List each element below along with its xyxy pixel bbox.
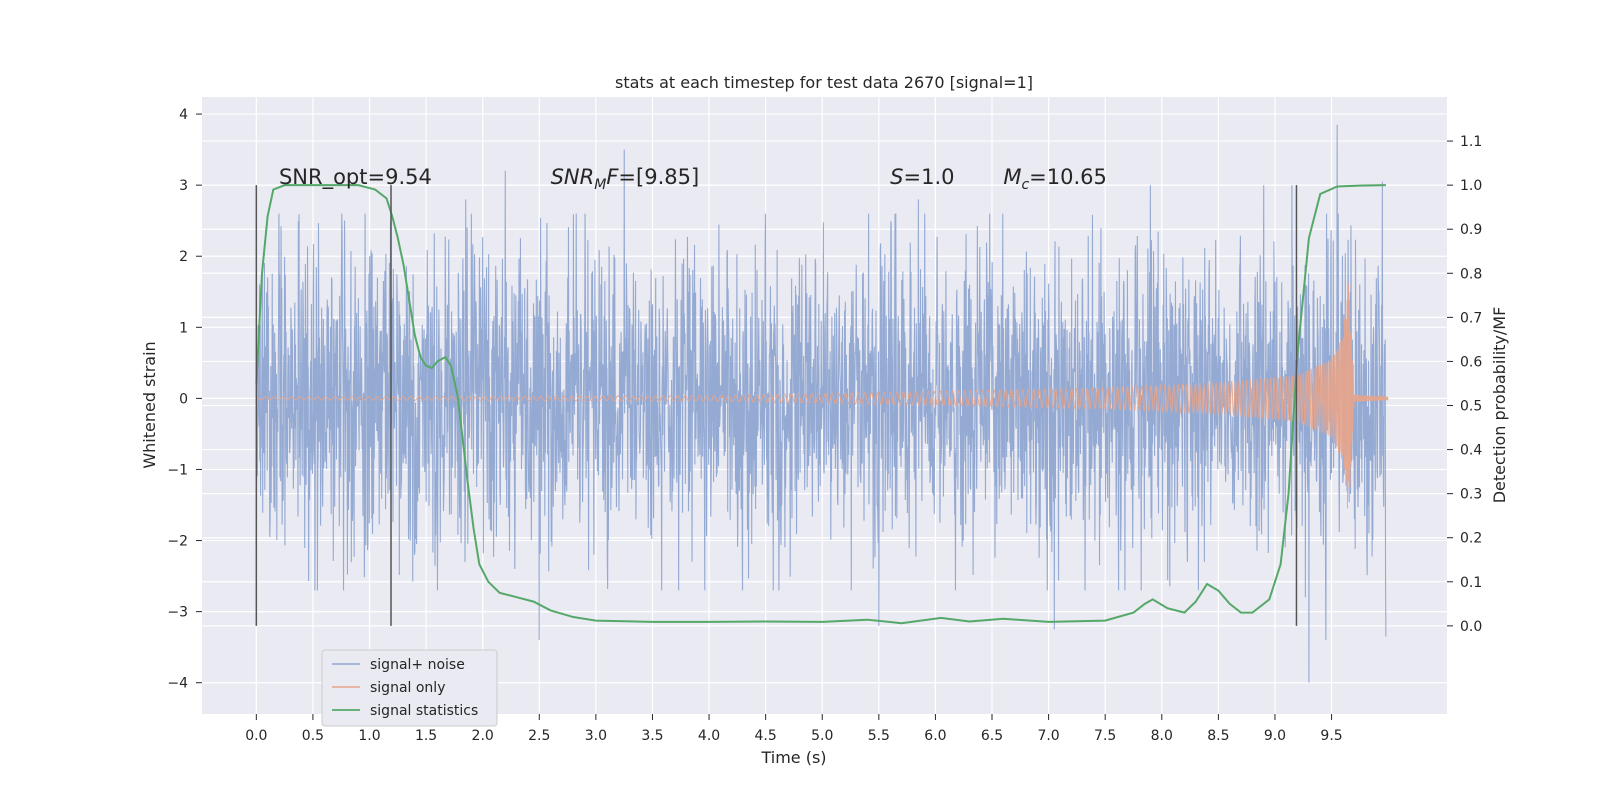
y-left-tick-label: −1	[167, 462, 188, 478]
x-axis-label: Time (s)	[760, 748, 826, 767]
y-right-tick-label: 0.0	[1460, 619, 1482, 635]
legend-label-signal-only: signal only	[370, 680, 445, 696]
x-tick-label: 2.5	[528, 728, 550, 744]
y-left-tick-label: 1	[179, 320, 188, 336]
annotation-text: Mc=10.65	[1003, 165, 1107, 193]
x-tick-label: 5.5	[868, 728, 890, 744]
annotation-value: =1.0	[903, 165, 954, 189]
x-tick-label: 2.0	[472, 728, 494, 744]
y-left-tick-label: −2	[167, 534, 188, 550]
series-signal-only	[256, 283, 1389, 509]
y-right-tick-label: 0.6	[1460, 354, 1482, 370]
series-signal-noise	[255, 124, 1387, 683]
annotation-subscript: c	[1021, 177, 1029, 193]
y-left-tick-label: −3	[167, 605, 188, 621]
y-left-tick-label: −4	[167, 676, 188, 692]
x-tick-label: 6.5	[981, 728, 1003, 744]
y-right-tick-label: 0.4	[1460, 443, 1482, 459]
annotation-value: =10.65	[1029, 165, 1107, 189]
x-tick-label: 7.0	[1037, 728, 1059, 744]
y-right-tick-label: 0.8	[1460, 266, 1482, 282]
y-right-tick-label: 1.1	[1460, 134, 1482, 150]
x-tick-label: 1.5	[415, 728, 437, 744]
x-tick-label: 5.0	[811, 728, 833, 744]
x-tick-label: 0.5	[302, 728, 324, 744]
series-layer	[255, 124, 1389, 683]
y-right-tick-label: 1.0	[1460, 178, 1482, 194]
y-left-tick-label: 0	[179, 391, 188, 407]
x-tick-label: 8.0	[1151, 728, 1173, 744]
annotation-subscript: M	[594, 177, 606, 193]
vertical-markers	[255, 185, 1298, 626]
series-signal-statistics	[255, 184, 1386, 625]
y-axis-label-left: Whitened strain	[140, 341, 159, 468]
y-axis-label-right: Detection probability/MF	[1490, 307, 1509, 504]
legend-label-signal-statistics: signal statistics	[370, 703, 478, 719]
x-tick-label: 3.5	[641, 728, 663, 744]
x-tick-label: 9.0	[1264, 728, 1286, 744]
y-right-tick-label: 0.9	[1460, 222, 1482, 238]
y-right-tick-label: 0.7	[1460, 310, 1482, 326]
chart-title: stats at each timestep for test data 267…	[615, 73, 1033, 92]
annotation-text: SNR_opt=9.54	[279, 165, 432, 190]
legend: signal+ noise signal only signal statist…	[321, 649, 498, 727]
annotation-value: =[9.85]	[618, 165, 699, 189]
annotation-symbol: M	[1003, 165, 1021, 189]
x-tick-label: 7.5	[1094, 728, 1116, 744]
x-tick-label: 4.5	[755, 728, 777, 744]
y-right-tick-label: 0.2	[1460, 531, 1482, 547]
annotation-text: S=1.0	[890, 165, 954, 189]
y-right-tick-label: 0.3	[1460, 487, 1482, 503]
annotation-symbol-suffix: F	[606, 165, 619, 189]
y-left-tick-label: 4	[179, 107, 188, 123]
y-right-tick-label: 0.1	[1460, 575, 1482, 591]
y-left-tick-label: 3	[179, 178, 188, 194]
x-tick-label: 8.5	[1207, 728, 1229, 744]
y-left-tick-label: 2	[179, 249, 188, 265]
legend-label-signal-noise: signal+ noise	[370, 657, 465, 673]
x-tick-label: 6.0	[924, 728, 946, 744]
x-tick-label: 0.0	[245, 728, 267, 744]
x-tick-label: 9.5	[1320, 728, 1342, 744]
annotations: SNR_opt=9.54 SNRMF=[9.85] S=1.0 Mc=10.65	[279, 165, 1107, 193]
x-tick-label: 3.0	[585, 728, 607, 744]
axis-ticks: 0.0 0.5 1.0 1.5 2.0 2.5 3.0 3.5 4.0 4.5 5.0 5.5 6.0 6…	[167, 107, 1482, 744]
annotation-symbol: S	[890, 165, 903, 189]
y-right-tick-label: 0.5	[1460, 399, 1482, 415]
annotation-text: SNRMF=[9.85]	[551, 165, 700, 193]
legend-box	[321, 649, 498, 727]
x-tick-label: 1.0	[358, 728, 380, 744]
x-tick-label: 4.0	[698, 728, 720, 744]
annotation-symbol: SNR	[551, 165, 595, 189]
